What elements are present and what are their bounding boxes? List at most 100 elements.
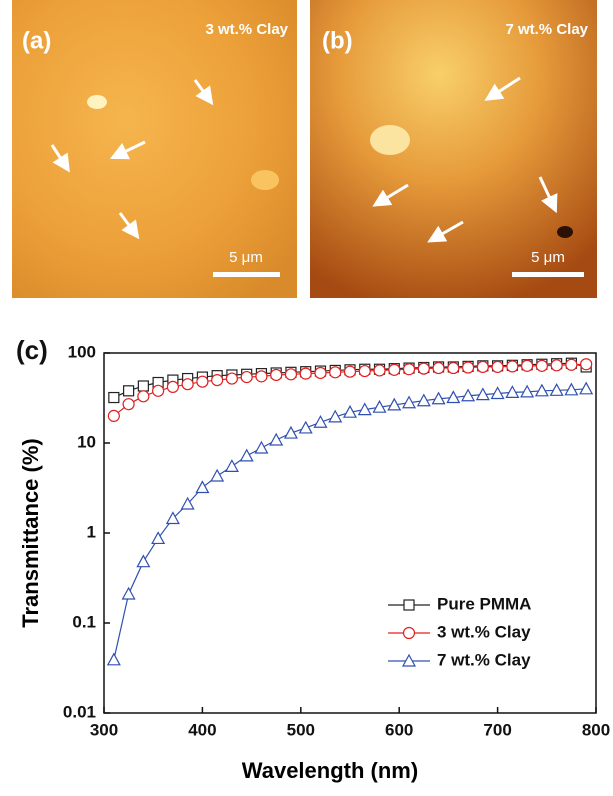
data-point [166,380,179,394]
data-point [461,388,476,402]
image-a: (a) 3 wt.% Clay 5 μm [12,0,297,298]
data-point [196,375,209,388]
data-point [329,366,342,379]
scale-bar [512,272,584,277]
data-point [521,359,534,372]
data-point [564,382,579,396]
data-point [373,364,386,377]
image-b: (b) 7 wt.% Clay 5 μm [310,0,597,298]
data-point [506,360,519,373]
data-point [328,409,343,423]
data-point [283,425,298,439]
data-point [121,586,136,600]
data-point [402,395,417,409]
data-point [491,360,504,374]
data-point [136,554,151,568]
legend-label: 3 wt.% Clay [437,622,531,641]
afm-image [310,0,597,298]
data-point [520,384,535,398]
data-point [432,361,445,375]
data-point [534,383,549,397]
caption: 7 wt.% Clay [505,21,588,38]
data-point [152,384,165,397]
particle [370,125,410,155]
data-point [579,381,594,395]
data-point [151,531,166,545]
series-line [113,388,587,660]
scale-bar [213,272,280,277]
data-point [298,420,313,434]
data-point [210,468,225,482]
legend-marker [403,599,415,611]
data-point [255,370,268,383]
scale-label: 5 μm [229,249,263,266]
data-point [387,397,402,411]
data-point [106,652,121,666]
x-tick-label: 700 [483,720,511,739]
y-tick-label: 1 [87,522,96,541]
legend-marker [401,653,417,667]
panel-label: (a) [22,27,51,54]
x-axis-title: Wavelength (nm) [242,758,418,783]
data-point [342,404,358,418]
data-point [565,358,578,371]
particle [251,170,279,190]
data-point [372,399,387,413]
data-point [475,387,490,401]
panel-label: (c) [16,335,48,365]
data-point [446,390,461,404]
y-tick-label: 0.01 [63,702,96,721]
y-tick-label: 100 [68,342,96,361]
caption: 3 wt.% Clay [205,21,288,38]
y-tick-label: 0.1 [72,612,96,631]
x-tick-label: 500 [287,720,315,739]
data-point [431,391,446,405]
data-point [225,372,239,385]
x-tick-label: 300 [90,720,118,739]
particle [87,95,107,109]
data-point [195,480,210,494]
data-point [550,359,563,372]
data-point [122,385,135,397]
data-point [137,380,149,392]
data-point [240,370,253,384]
data-point [299,367,312,380]
arrows [50,79,214,240]
data-point [388,363,401,376]
data-point [343,365,357,378]
data-point [122,398,135,411]
data-point [416,393,431,407]
data-point [313,415,328,428]
data-point [447,361,460,375]
x-tick-label: 400 [188,720,216,739]
data-point [137,390,150,403]
data-point [165,511,180,525]
data-point [254,440,269,454]
y-axis-title: Transmittance (%) [18,438,43,628]
particle [557,226,573,238]
data-point [535,359,548,372]
y-tick-label: 10 [77,432,96,451]
data-point [357,402,372,416]
data-point [181,378,194,391]
data-point [239,448,254,462]
data-point [107,409,120,423]
data-point [314,366,327,380]
data-point [284,368,298,381]
data-point [180,496,195,510]
data-point [461,361,475,374]
afm-image [12,0,297,298]
data-point [224,459,239,472]
data-point [270,368,283,382]
legend-label: Pure PMMA [437,594,531,613]
data-point [476,360,489,374]
panel-label: (b) [322,27,353,54]
x-tick-label: 600 [385,720,413,739]
data-point [108,391,120,404]
data-point [211,373,224,387]
data-point [490,386,505,400]
data-point [417,362,430,375]
data-point [269,432,284,446]
